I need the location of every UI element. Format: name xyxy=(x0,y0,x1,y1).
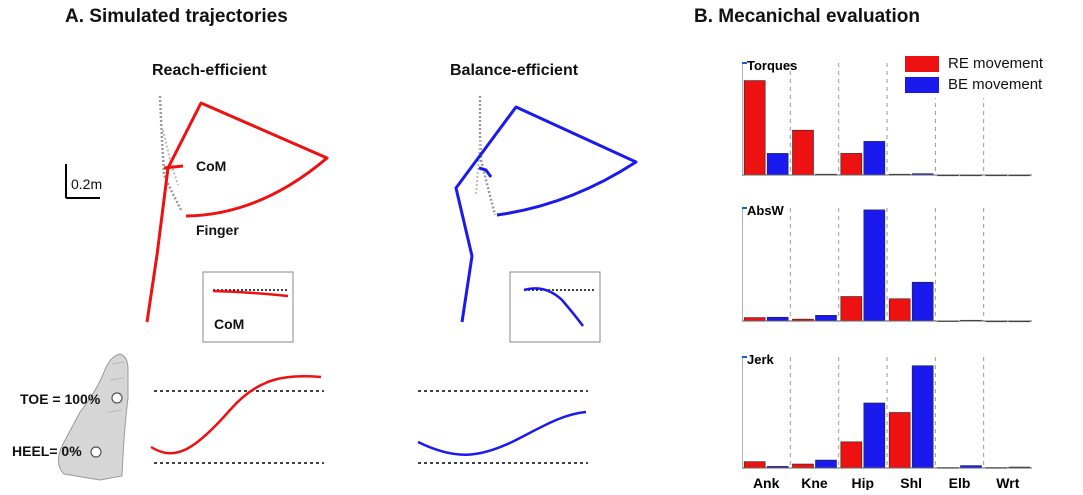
toe-label: TOE = 100% xyxy=(20,391,101,407)
legend-label-re: RE movement xyxy=(948,55,1044,72)
com-label: CoM xyxy=(196,158,227,174)
x-tick-label-elb: Elb xyxy=(949,475,971,490)
bar-torques-be-hip xyxy=(863,141,886,176)
scale-label: 0.2m xyxy=(71,176,103,192)
legend-swatch-re xyxy=(905,56,939,72)
legend-label-be: BE movement xyxy=(948,76,1043,93)
bar-charts: 7e50Torques 3e30AbsW 7e50JerkAnk Kne Hip Shl E… xyxy=(716,45,1042,491)
balance-skeleton xyxy=(475,96,497,216)
bar-jerk-be-kne xyxy=(815,459,837,469)
bar-charts-svg: 7e50Torques 3e30AbsW 7e50JerkAnk Kne Hip Shl E… xyxy=(716,54,1032,491)
legend: RE movement BE movement xyxy=(902,52,1060,98)
bar-torques-re-ank xyxy=(743,80,766,176)
balance-cop-trace xyxy=(417,390,588,464)
bar-jerk-re-shl xyxy=(888,412,911,469)
bar-absw-be-shl xyxy=(911,281,934,322)
x-tick-label-ank: Ank xyxy=(753,475,780,490)
bar-absw-re-hip xyxy=(840,296,863,322)
trajectories-figure xyxy=(58,95,638,481)
x-tick-label-kne: Kne xyxy=(801,475,828,490)
chart-absw: 3e30AbsW xyxy=(716,199,1032,328)
bar-jerk-be-shl xyxy=(911,365,934,469)
chart-title: Jerk xyxy=(747,352,775,367)
x-tick-label-wrt: Wrt xyxy=(996,475,1019,490)
balance-trajectory xyxy=(454,105,638,323)
scale-bar xyxy=(65,164,100,199)
bar-jerk-re-kne xyxy=(792,463,814,469)
balance-efficient-title: Balance-efficient xyxy=(450,62,579,79)
bar-absw-re-ank xyxy=(743,317,766,322)
bar-jerk-re-ank xyxy=(743,461,766,469)
panel-b-title: B. Mecanichal evaluation xyxy=(694,6,920,27)
bar-absw-be-ank xyxy=(766,316,789,322)
finger-label: Finger xyxy=(196,222,239,238)
bar-jerk-re-hip xyxy=(840,441,863,469)
x-tick-label-shl: Shl xyxy=(900,475,922,490)
inset-com-label: CoM xyxy=(214,316,245,332)
chart-title: Torques xyxy=(747,58,797,73)
chart-title: AbsW xyxy=(747,203,785,218)
reach-cop-trace xyxy=(150,374,324,464)
bar-torques-re-kne xyxy=(792,129,814,176)
foot-image xyxy=(58,353,129,481)
bar-absw-be-hip xyxy=(863,209,886,322)
bar-absw-re-shl xyxy=(888,298,911,322)
reach-inset xyxy=(202,271,294,343)
heel-label: HEEL= 0% xyxy=(12,443,82,459)
chart-jerk: 7e50Jerk xyxy=(716,348,1032,475)
bar-jerk-be-hip xyxy=(863,402,886,469)
reach-trajectory xyxy=(145,101,329,323)
balance-inset xyxy=(509,271,601,343)
legend-swatch-be xyxy=(905,77,939,93)
bar-torques-re-hip xyxy=(840,153,863,176)
reach-efficient-title: Reach-efficient xyxy=(152,62,267,79)
chart-torques: 7e50Torques xyxy=(716,54,1032,182)
bar-absw-be-kne xyxy=(815,315,837,322)
bar-torques-be-ank xyxy=(766,153,789,176)
x-tick-label-hip: Hip xyxy=(852,475,875,490)
panel-a-title: A. Simulated trajectories xyxy=(65,6,288,27)
reach-skeleton xyxy=(158,95,184,213)
